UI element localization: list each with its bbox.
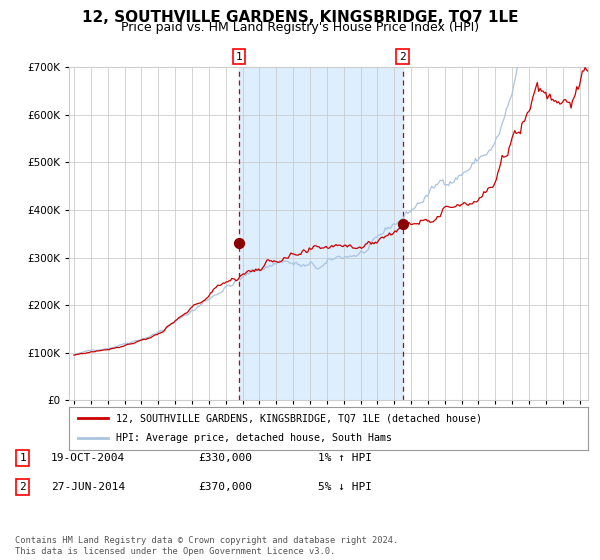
Bar (239, 67, 403, 400)
Text: 19-OCT-2004: 19-OCT-2004 (51, 453, 125, 463)
Text: 5% ↓ HPI: 5% ↓ HPI (318, 482, 372, 492)
Text: HPI: Average price, detached house, South Hams: HPI: Average price, detached house, Sout… (116, 433, 392, 443)
Text: 2: 2 (399, 52, 406, 62)
Text: 2: 2 (19, 482, 26, 492)
Text: 12, SOUTHVILLE GARDENS, KINGSBRIDGE, TQ7 1LE: 12, SOUTHVILLE GARDENS, KINGSBRIDGE, TQ7… (82, 10, 518, 25)
Point (398, 220, 407, 229)
Text: 27-JUN-2014: 27-JUN-2014 (51, 482, 125, 492)
Text: 12, SOUTHVILLE GARDENS, KINGSBRIDGE, TQ7 1LE (detached house): 12, SOUTHVILLE GARDENS, KINGSBRIDGE, TQ7… (116, 413, 482, 423)
Text: 1: 1 (19, 453, 26, 463)
Text: Price paid vs. HM Land Registry's House Price Index (HPI): Price paid vs. HM Land Registry's House … (121, 21, 479, 34)
Text: Contains HM Land Registry data © Crown copyright and database right 2024.
This d: Contains HM Land Registry data © Crown c… (15, 536, 398, 556)
Text: 1% ↑ HPI: 1% ↑ HPI (318, 453, 372, 463)
Text: £370,000: £370,000 (198, 482, 252, 492)
Point (235, 239, 244, 248)
Text: 1: 1 (236, 52, 242, 62)
Text: £330,000: £330,000 (198, 453, 252, 463)
